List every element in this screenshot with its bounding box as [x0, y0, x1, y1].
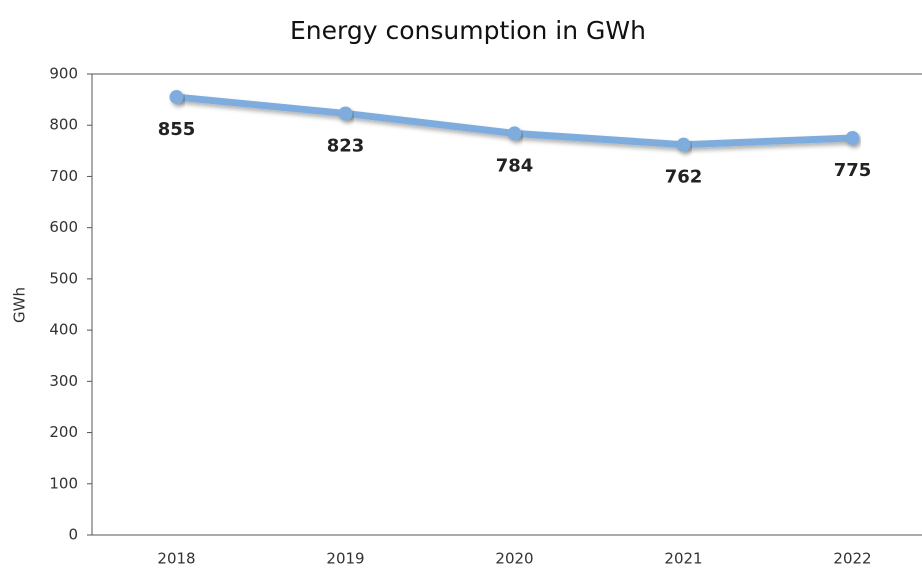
- y-axis-title: GWh: [11, 287, 29, 323]
- marker: [507, 126, 522, 141]
- marker: [676, 137, 691, 152]
- data-label: 823: [327, 135, 365, 156]
- x-tick-label: 2022: [833, 550, 871, 568]
- y-tick-label: 200: [49, 423, 78, 441]
- data-label: 855: [158, 119, 196, 140]
- y-tick-label: 800: [49, 116, 78, 134]
- y-tick-label: 500: [49, 269, 78, 287]
- data-label: 762: [665, 167, 703, 188]
- marker: [169, 90, 184, 105]
- x-tick-label: 2018: [157, 550, 195, 568]
- y-tick-label: 600: [49, 218, 78, 236]
- y-tick-label: 400: [49, 321, 78, 339]
- y-tick-label: 100: [49, 474, 78, 492]
- chart-title: Energy consumption in GWh: [290, 16, 646, 45]
- x-tick-label: 2020: [495, 550, 533, 568]
- data-label: 775: [834, 160, 872, 181]
- data-label: 784: [496, 155, 534, 176]
- y-tick-label: 900: [49, 65, 78, 83]
- x-tick-label: 2021: [664, 550, 702, 568]
- marker: [845, 131, 860, 146]
- x-tick-label: 2019: [326, 550, 364, 568]
- y-tick-label: 0: [68, 526, 78, 544]
- marker: [338, 106, 353, 121]
- y-tick-label: 300: [49, 372, 78, 390]
- y-tick-label: 700: [49, 167, 78, 185]
